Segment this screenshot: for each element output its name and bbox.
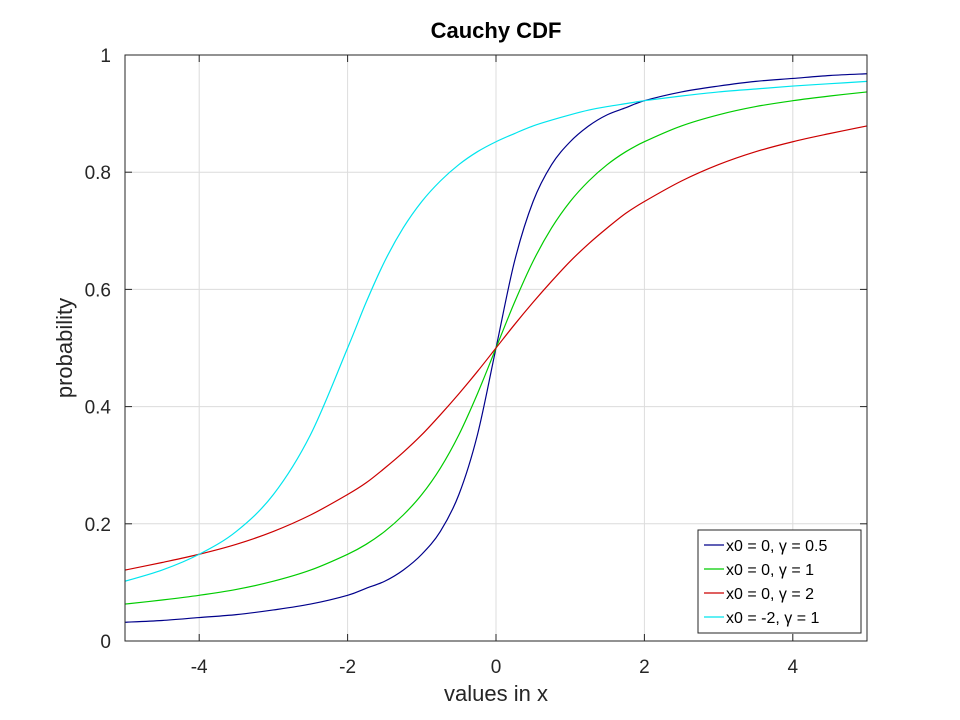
x-tick-label: 2 bbox=[639, 657, 650, 678]
series-lines bbox=[124, 73, 868, 623]
series-line bbox=[124, 125, 868, 571]
legend-label: x0 = 0, γ = 1 bbox=[726, 562, 814, 579]
legend-label: x0 = 0, γ = 2 bbox=[726, 586, 814, 603]
x-tick-label: -4 bbox=[191, 657, 208, 678]
ticks: -4 -2 0 2 4 0 0.2 0.4 0.6 0.8 1 bbox=[85, 46, 867, 678]
y-tick-label: 0.8 bbox=[85, 163, 111, 184]
x-tick-label: -2 bbox=[339, 657, 356, 678]
x-axis-label: values in x bbox=[444, 681, 548, 706]
y-tick-label: 0.6 bbox=[85, 280, 111, 301]
legend-label: x0 = -2, γ = 1 bbox=[726, 610, 819, 627]
y-tick-label: 0.2 bbox=[85, 515, 111, 536]
y-tick-label: 0 bbox=[100, 632, 111, 653]
series-line bbox=[124, 80, 868, 582]
y-axis-label: probability bbox=[52, 298, 77, 398]
x-tick-label: 0 bbox=[491, 657, 502, 678]
x-tick-label: 4 bbox=[788, 657, 799, 678]
y-tick-label: 0.4 bbox=[85, 398, 112, 419]
legend-box bbox=[697, 529, 862, 634]
y-tick-label: 1 bbox=[100, 46, 111, 67]
legend: x0 = 0, γ = 0.5 x0 = 0, γ = 1 x0 = 0, γ = … bbox=[697, 529, 862, 634]
legend-label: x0 = 0, γ = 0.5 bbox=[726, 538, 828, 555]
chart-title: Cauchy CDF bbox=[431, 18, 562, 43]
